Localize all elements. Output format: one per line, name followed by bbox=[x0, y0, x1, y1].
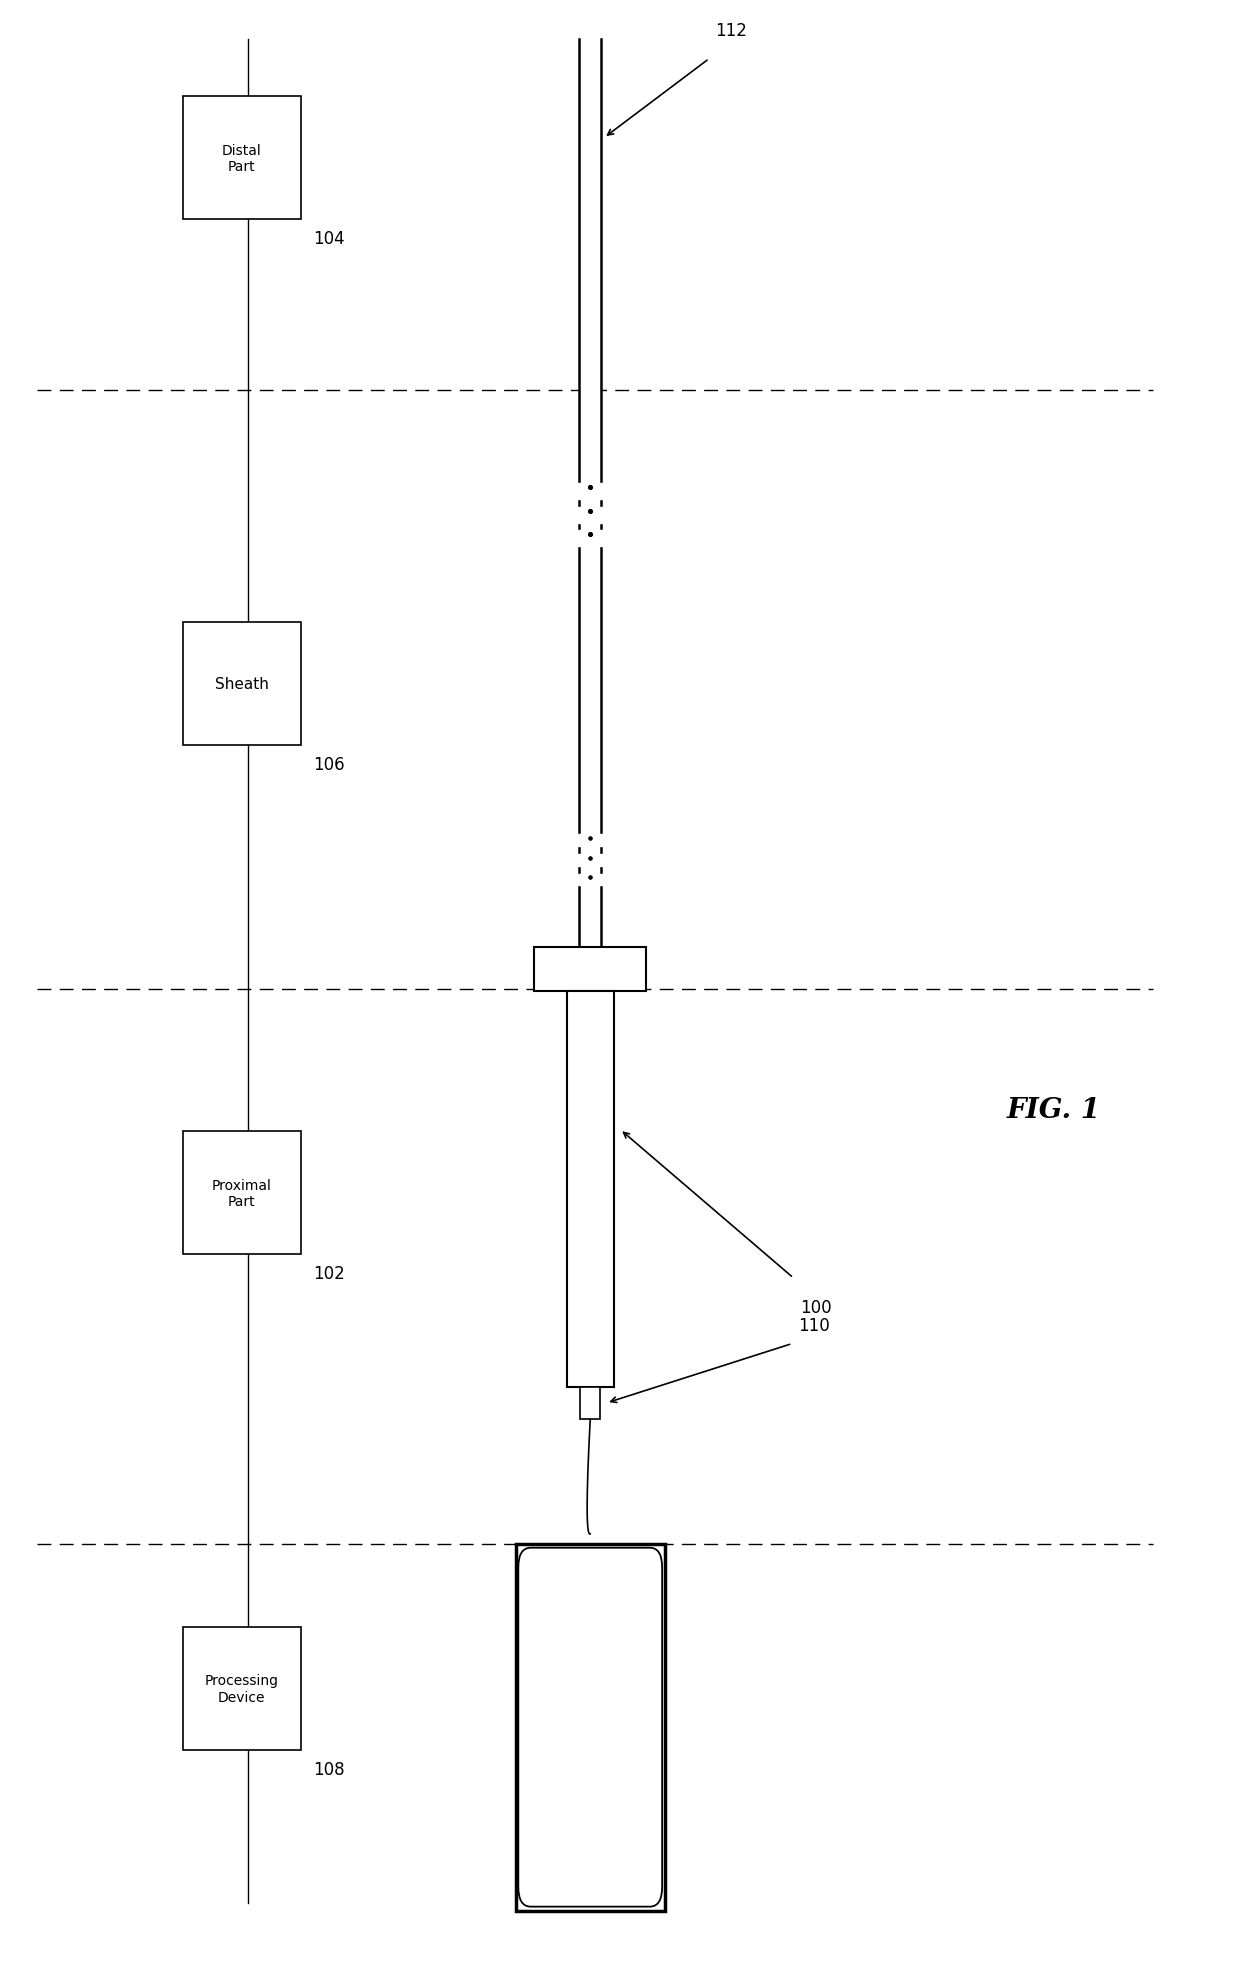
Text: Processing
Device: Processing Device bbox=[205, 1673, 279, 1705]
Bar bbox=[184, 1627, 301, 1750]
Text: Distal
Part: Distal Part bbox=[222, 143, 262, 174]
Bar bbox=[567, 991, 614, 1387]
Text: FIG. 1: FIG. 1 bbox=[1007, 1096, 1101, 1124]
Bar bbox=[580, 1387, 600, 1419]
Text: 102: 102 bbox=[312, 1265, 345, 1282]
Text: 108: 108 bbox=[312, 1760, 345, 1778]
Bar bbox=[184, 1132, 301, 1255]
Bar bbox=[184, 97, 301, 220]
Text: 106: 106 bbox=[312, 755, 345, 773]
FancyBboxPatch shape bbox=[518, 1548, 662, 1907]
Text: 104: 104 bbox=[312, 230, 345, 248]
Bar bbox=[516, 1544, 665, 1911]
Bar bbox=[184, 622, 301, 745]
Text: 112: 112 bbox=[715, 22, 748, 40]
Bar bbox=[534, 947, 646, 991]
Text: 110: 110 bbox=[799, 1316, 831, 1334]
Text: 100: 100 bbox=[800, 1298, 832, 1316]
Text: Proximal
Part: Proximal Part bbox=[212, 1177, 272, 1209]
Text: Sheath: Sheath bbox=[215, 676, 269, 692]
